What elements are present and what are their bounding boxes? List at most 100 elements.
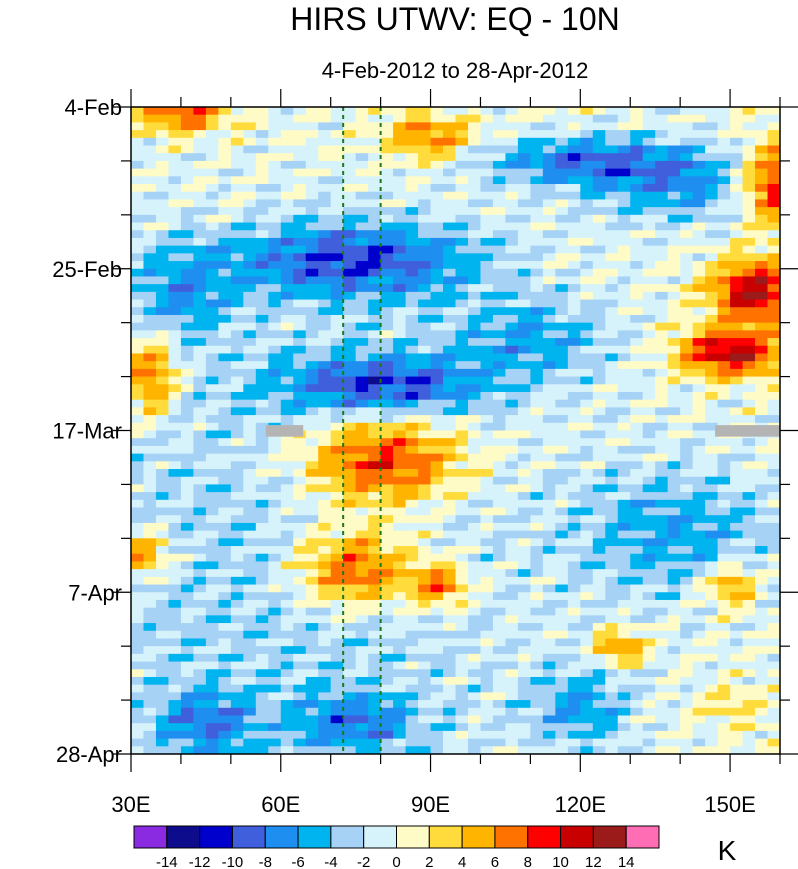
field-cell	[230, 176, 244, 185]
field-cell	[667, 307, 681, 316]
field-cell	[268, 553, 282, 563]
field-cell	[467, 576, 482, 586]
field-cell	[131, 499, 145, 509]
field-cell	[143, 738, 157, 747]
field-cell	[393, 130, 407, 139]
field-cell	[555, 207, 569, 216]
field-cell	[480, 546, 494, 555]
field-cell	[380, 376, 394, 385]
field-cell	[705, 314, 719, 324]
field-cell	[368, 122, 382, 131]
field-cell	[430, 391, 444, 401]
field-cell	[393, 399, 407, 408]
field-cell	[293, 222, 307, 231]
field-cell	[193, 522, 207, 532]
field-cell	[131, 322, 145, 331]
field-cell	[430, 469, 444, 478]
field-cell	[380, 407, 394, 416]
field-cell	[480, 191, 494, 201]
field-cell	[380, 168, 394, 177]
field-cell	[193, 476, 207, 486]
field-cell	[480, 284, 494, 293]
field-cell	[368, 507, 382, 516]
field-cell	[293, 723, 307, 732]
field-cell	[505, 368, 519, 378]
field-cell	[492, 114, 507, 123]
field-cell	[293, 499, 307, 509]
field-cell	[617, 122, 631, 131]
field-cell	[680, 700, 694, 709]
field-cell	[480, 630, 494, 640]
field-cell	[243, 145, 257, 154]
field-cell	[567, 207, 581, 216]
field-cell	[443, 422, 457, 432]
field-cell	[168, 638, 182, 647]
field-cell	[355, 415, 369, 424]
field-cell	[218, 661, 232, 670]
field-cell	[180, 492, 194, 501]
field-cell	[680, 469, 694, 478]
field-cell	[430, 168, 444, 177]
field-cell	[380, 430, 394, 439]
field-cell	[343, 107, 357, 116]
field-cell	[318, 199, 332, 208]
field-cell	[143, 137, 157, 147]
field-cell	[343, 653, 357, 663]
field-cell	[592, 422, 606, 432]
field-cell	[205, 107, 219, 116]
field-cell	[293, 207, 307, 216]
field-cell	[642, 707, 656, 717]
field-cell	[580, 715, 594, 724]
field-cell	[655, 499, 669, 509]
missing-data-patch	[265, 425, 304, 437]
field-cell	[280, 584, 294, 593]
field-cell	[542, 515, 556, 524]
field-cell	[667, 715, 681, 724]
field-cell	[155, 638, 170, 647]
field-cell	[405, 330, 419, 339]
field-cell	[280, 245, 294, 254]
field-cell	[168, 438, 182, 447]
field-cell	[430, 361, 444, 370]
field-cell	[430, 107, 444, 116]
field-cell	[380, 530, 394, 539]
field-cell	[692, 723, 706, 732]
field-cell	[131, 700, 145, 709]
field-cell	[280, 276, 294, 285]
field-cell	[193, 191, 207, 201]
field-cell	[230, 676, 244, 686]
field-cell	[330, 538, 344, 547]
field-cell	[380, 345, 394, 355]
field-cell	[330, 522, 344, 532]
field-cell	[692, 314, 706, 324]
field-cell	[318, 222, 332, 231]
field-cell	[467, 615, 482, 624]
field-cell	[742, 599, 756, 609]
field-cell	[755, 345, 769, 355]
field-cell	[617, 130, 631, 139]
field-cell	[630, 122, 644, 131]
field-cell	[268, 153, 282, 162]
field-cell	[642, 368, 656, 378]
field-cell	[680, 576, 694, 586]
field-cell	[592, 707, 606, 717]
field-cell	[418, 261, 432, 270]
field-cell	[755, 314, 769, 324]
field-cell	[368, 160, 382, 170]
field-cell	[255, 153, 269, 162]
field-cell	[393, 561, 407, 570]
field-cell	[617, 569, 631, 578]
field-cell	[505, 430, 519, 439]
field-cell	[755, 268, 769, 278]
field-cell	[742, 237, 756, 247]
field-cell	[368, 484, 382, 493]
field-cell	[555, 107, 569, 116]
field-cell	[717, 453, 731, 462]
field-cell	[205, 569, 219, 578]
field-cell	[530, 114, 544, 123]
field-cell	[230, 107, 244, 116]
field-cell	[680, 353, 694, 362]
field-cell	[155, 230, 170, 239]
field-cell	[592, 361, 606, 370]
field-cell	[605, 261, 619, 270]
